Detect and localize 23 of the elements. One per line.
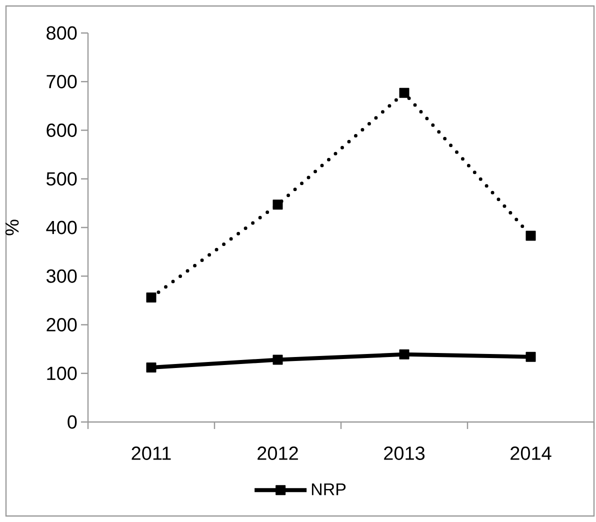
y-tick-label: 600: [46, 124, 77, 137]
point: [526, 352, 536, 362]
point: [399, 349, 410, 360]
x-tick-label: 2013: [384, 446, 425, 460]
point: [146, 292, 156, 303]
y-tick-label: 800: [46, 26, 77, 40]
point: [272, 354, 283, 365]
x-tick-label: 2014: [510, 446, 552, 460]
y-tick-label: 500: [46, 172, 77, 186]
point: [146, 362, 156, 373]
point: [399, 88, 410, 98]
y-tick-label: 200: [46, 318, 77, 332]
x-tick-label: 2011: [132, 446, 171, 460]
y-tick-label: 400: [46, 220, 77, 234]
y-tick-label: 700: [46, 74, 77, 88]
point: [526, 230, 536, 241]
x-tick-label: 2012: [258, 446, 298, 460]
y-tick-label: 300: [46, 269, 77, 283]
y-axis-title: %: [5, 220, 19, 236]
y-tick-label: 100: [47, 366, 77, 380]
y-tick-label: 0: [68, 415, 77, 429]
point: [272, 200, 283, 210]
legend-label: NRP: [312, 483, 346, 496]
